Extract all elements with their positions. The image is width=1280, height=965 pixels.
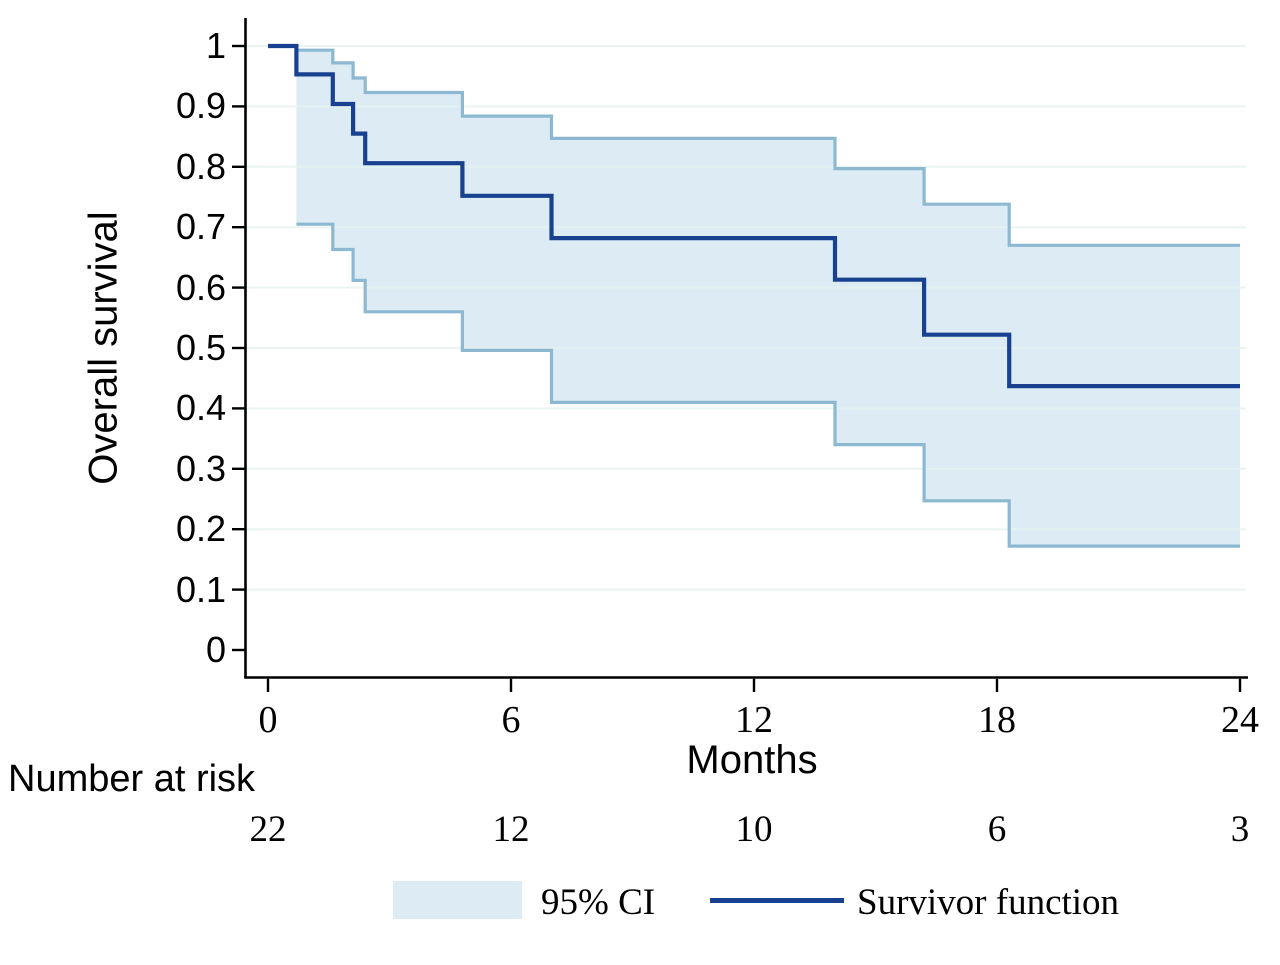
- x-tick-label: 24: [1221, 699, 1259, 741]
- survivor-legend-label: Survivor function: [857, 882, 1120, 923]
- ci-legend-swatch: [393, 881, 522, 919]
- y-tick-label: 0.1: [175, 568, 226, 610]
- y-tick-label: 1: [205, 25, 226, 66]
- y-tick-label: 0.8: [175, 145, 226, 187]
- survivor-legend-line: [710, 898, 844, 903]
- survivor-line: [268, 43, 1240, 389]
- risk-count: 6: [987, 809, 1007, 850]
- y-tick-label: 0: [205, 629, 226, 670]
- x-tick-label: 0: [258, 699, 278, 741]
- y-tick-label: 0.3: [175, 447, 226, 489]
- ci-upper-line: [296, 48, 1240, 247]
- x-tick-label: 18: [978, 699, 1016, 741]
- risk-table-label: Number at risk: [8, 758, 256, 800]
- y-tick-label: 0.6: [175, 266, 226, 308]
- x-tick-label: 6: [501, 699, 521, 741]
- risk-count: 12: [492, 809, 530, 850]
- y-axis-title: Overall survival: [81, 211, 126, 485]
- y-tick-label: 0.7: [175, 206, 226, 248]
- y-tick-label: 0.4: [175, 387, 226, 429]
- risk-count: 22: [249, 809, 287, 850]
- risk-count: 10: [735, 809, 773, 850]
- ci-band-fill: [296, 50, 1240, 547]
- x-tick-label: 12: [735, 699, 773, 741]
- y-tick-label: 0.9: [175, 85, 226, 127]
- y-tick-label: 0.5: [175, 327, 226, 368]
- ci-legend-label: 95% CI: [541, 882, 656, 923]
- x-axis-title: Months: [686, 738, 818, 782]
- ci-lower-line: [296, 222, 1240, 548]
- y-tick-label: 0.2: [175, 508, 226, 550]
- risk-count: 3: [1230, 809, 1250, 850]
